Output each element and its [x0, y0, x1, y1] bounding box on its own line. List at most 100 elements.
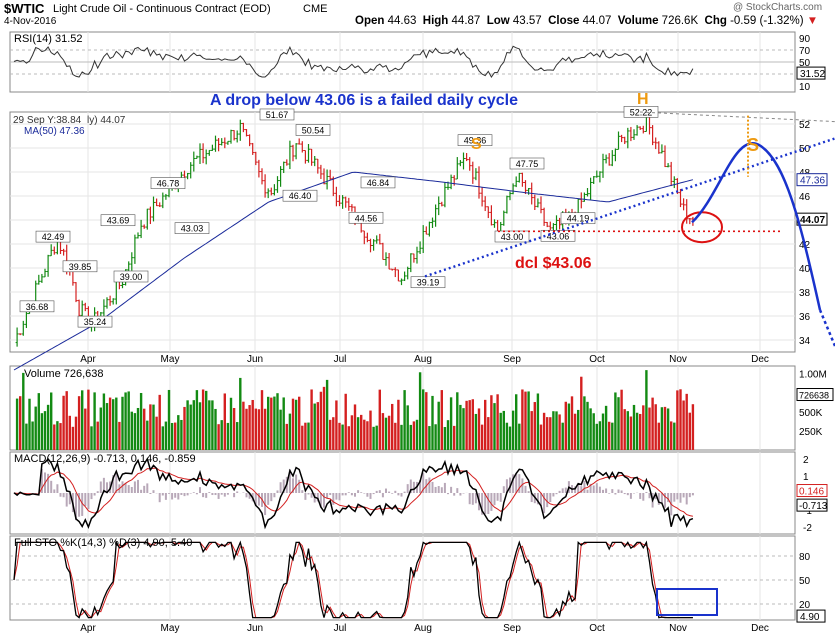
macd-line: [13, 457, 694, 530]
volume-tick: 1.00M: [799, 370, 827, 381]
macd-histogram-bar: [360, 492, 363, 493]
macd-histogram-bar: [595, 483, 598, 493]
macd-histogram-bar: [301, 490, 304, 493]
macd-histogram-bar: [326, 493, 329, 499]
macd-histogram-bar: [614, 493, 617, 495]
macd-histogram-bar: [344, 493, 347, 496]
macd-histogram-bar: [180, 493, 183, 495]
volume-bar: [56, 421, 59, 450]
volume-bar: [555, 411, 558, 450]
rsi-tick: 10: [799, 82, 811, 93]
macd-tick: 1: [803, 472, 809, 483]
volume-bar: [335, 400, 338, 450]
macd-histogram-bar: [233, 493, 236, 498]
volume-bar: [298, 396, 301, 450]
volume-label: Volume 726,638: [24, 368, 104, 380]
volume-bar: [307, 422, 310, 450]
volume-bar: [648, 407, 651, 450]
macd-histogram-bar: [347, 492, 350, 493]
sto-flag: [796, 609, 826, 623]
volume-bar: [353, 404, 357, 450]
sto-panel: [9, 535, 796, 621]
macd-histogram-bar: [304, 493, 307, 500]
volume-bar: [428, 426, 431, 450]
price-label-box: [360, 176, 396, 189]
macd-histogram-bar: [437, 486, 440, 493]
macd-histogram-bar: [53, 489, 56, 493]
volume-bar: [378, 389, 381, 450]
volume-bar: [580, 376, 583, 450]
macd-histogram-bar: [685, 493, 688, 505]
macd-histogram-bar: [282, 479, 285, 493]
macd-histogram-bar: [171, 493, 174, 500]
volume-bar: [471, 399, 474, 450]
volume-bar: [239, 377, 242, 450]
volume-bar: [620, 389, 623, 450]
volume-bar: [363, 419, 366, 450]
sto-tick: 20: [799, 600, 811, 611]
macd-histogram-bar: [168, 493, 170, 494]
volume-bar: [533, 402, 536, 450]
macd-histogram-bar: [673, 493, 676, 502]
volume-bar: [124, 392, 127, 450]
macd-histogram-bar: [65, 493, 68, 507]
price-label-box: [113, 270, 149, 283]
volume-bar: [84, 408, 87, 450]
volume-bar: [552, 411, 555, 450]
volume-bar: [394, 422, 397, 450]
volume-bar: [614, 392, 617, 450]
price-tick: 52: [799, 120, 811, 131]
volume-bar: [50, 392, 53, 450]
volume-bar: [583, 396, 586, 450]
volume-bar: [443, 427, 447, 450]
volume-bar: [496, 394, 499, 450]
price-label: 36.68: [26, 302, 49, 312]
volume-bar: [40, 413, 44, 450]
macd-histogram-bar: [81, 493, 84, 516]
macd-histogram-bar: [586, 489, 589, 493]
volume-bar: [688, 412, 691, 450]
macd-histogram-bar: [195, 493, 198, 495]
macd-histogram-bar: [149, 493, 152, 494]
macd-histogram-bar: [564, 487, 567, 493]
rsi-flag-text: 31.52: [800, 69, 825, 80]
volume-bar: [229, 397, 233, 450]
volume-bar: [143, 408, 146, 450]
volume-bar: [310, 389, 313, 450]
macd-histogram-bar: [341, 493, 344, 496]
volume-bar: [242, 401, 245, 450]
cycle-annotation: A drop below 43.06 is a failed daily cyc…: [210, 92, 518, 109]
volume-bar: [226, 422, 230, 450]
volume-bar: [146, 420, 149, 450]
price-label: 51.67: [266, 110, 289, 120]
volume-bar: [53, 424, 56, 450]
volume-bar: [161, 426, 164, 450]
macd-histogram-bar: [552, 493, 555, 497]
macd-histogram-bar: [391, 493, 394, 494]
volume-bar: [232, 408, 236, 450]
macd-histogram-bar: [115, 473, 118, 493]
macd-histogram-bar: [124, 482, 127, 493]
volume-bar: [201, 389, 205, 450]
volume-bar: [449, 397, 453, 450]
volume-bar: [400, 424, 403, 450]
sto-tick: 50: [799, 576, 811, 587]
sto-label: Full STO %K(14,3) %D(3) 4.90, 5.40: [14, 537, 192, 549]
volume-bar: [276, 393, 279, 450]
volume-bar: [477, 408, 481, 450]
price-label: 49.36: [464, 136, 487, 146]
chart-header: $WTIC Light Crude Oil - Continuous Contr…: [0, 0, 835, 30]
macd-histogram-bar: [363, 493, 366, 494]
volume-bar: [273, 396, 276, 450]
macd-histogram-bar: [59, 493, 62, 497]
volume-bar: [412, 421, 416, 450]
macd-histogram-bar: [397, 493, 400, 496]
volume-bar: [589, 408, 592, 450]
macd-histogram-bar: [536, 493, 539, 505]
volume-bar: [635, 412, 639, 450]
volume-bar: [149, 404, 152, 450]
macd-histogram-bar: [422, 472, 425, 493]
rsi-layer: [13, 45, 694, 78]
month-label-bottom: Oct: [589, 623, 605, 634]
volume-bar: [127, 391, 130, 450]
